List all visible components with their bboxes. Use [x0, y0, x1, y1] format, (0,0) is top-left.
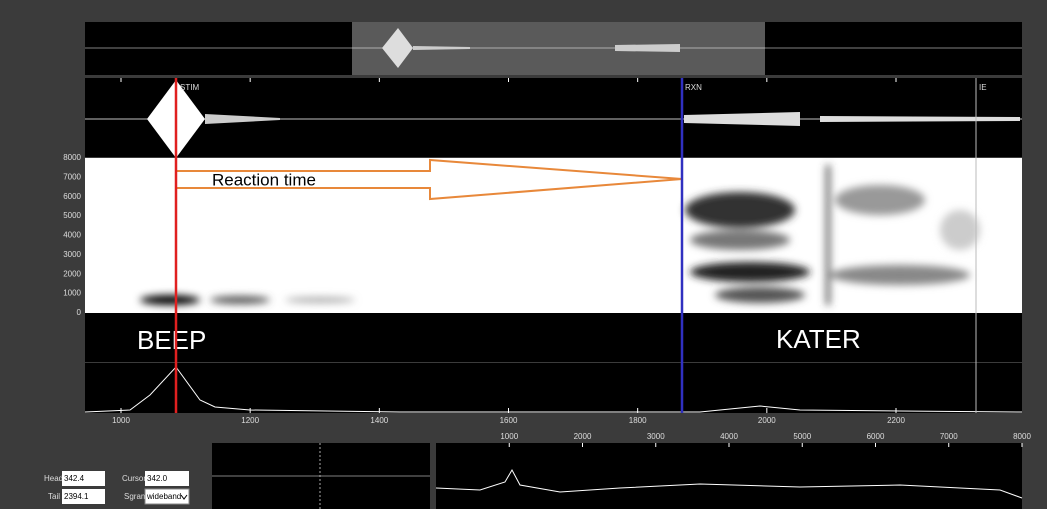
control-label: Cursor	[122, 474, 146, 483]
input-value[interactable]: 2394.1	[64, 492, 89, 501]
x-tick-label: 1000	[112, 416, 130, 425]
freq-tick-label: 6000	[867, 432, 885, 441]
freq-tick-label: 3000	[647, 432, 665, 441]
freq-tick-label: 5000	[793, 432, 811, 441]
control-label: Tail	[48, 492, 60, 501]
transcript-panel	[85, 313, 1022, 362]
x-tick-label: 2000	[758, 416, 776, 425]
y-tick-label: 2000	[63, 269, 81, 278]
y-tick-label: 8000	[63, 153, 81, 162]
y-tick-label: 6000	[63, 192, 81, 201]
x-tick-label: 1800	[629, 416, 647, 425]
y-tick-label: 1000	[63, 289, 81, 298]
freq-tick-label: 8000	[1013, 432, 1031, 441]
freq-tick-label: 2000	[574, 432, 592, 441]
y-tick-label: 5000	[63, 211, 81, 220]
x-tick-label: 2200	[887, 416, 905, 425]
frequency-labels: 8000 7000 6000 5000 4000 3000 2000 1000 0	[63, 153, 81, 317]
y-tick-label: 4000	[63, 231, 81, 240]
annotation: Reaction time	[212, 170, 316, 189]
marker-label: RXN	[685, 83, 702, 92]
control-label: Sgram	[124, 492, 148, 501]
freq-tick-label: 4000	[720, 432, 738, 441]
marker-label: STIM	[180, 83, 199, 92]
spectrum-panel	[436, 443, 1022, 509]
select-value[interactable]: wideband	[146, 492, 181, 501]
app-window: STIM RXN IE Reaction time BEEP KATER 100…	[0, 0, 1047, 509]
input-value[interactable]: 342.0	[147, 474, 168, 483]
freq-tick-label: 7000	[940, 432, 958, 441]
marker-label: IE	[979, 83, 987, 92]
input-value[interactable]: 342.4	[64, 474, 85, 483]
x-tick-label: 1600	[500, 416, 518, 425]
x-tick-label: 1400	[370, 416, 388, 425]
transcript-label: BEEP	[137, 325, 206, 355]
envelope-panel	[85, 363, 1022, 413]
transcript-label: KATER	[776, 324, 861, 354]
x-tick-label: 1200	[241, 416, 259, 425]
control-label: Head	[44, 474, 63, 483]
freq-tick-label: 1000	[500, 432, 518, 441]
y-tick-label: 0	[77, 308, 82, 317]
y-tick-label: 7000	[63, 172, 81, 181]
page: STIM RXN IE Reaction time BEEP KATER 100…	[0, 0, 1047, 509]
y-tick-label: 3000	[63, 250, 81, 259]
